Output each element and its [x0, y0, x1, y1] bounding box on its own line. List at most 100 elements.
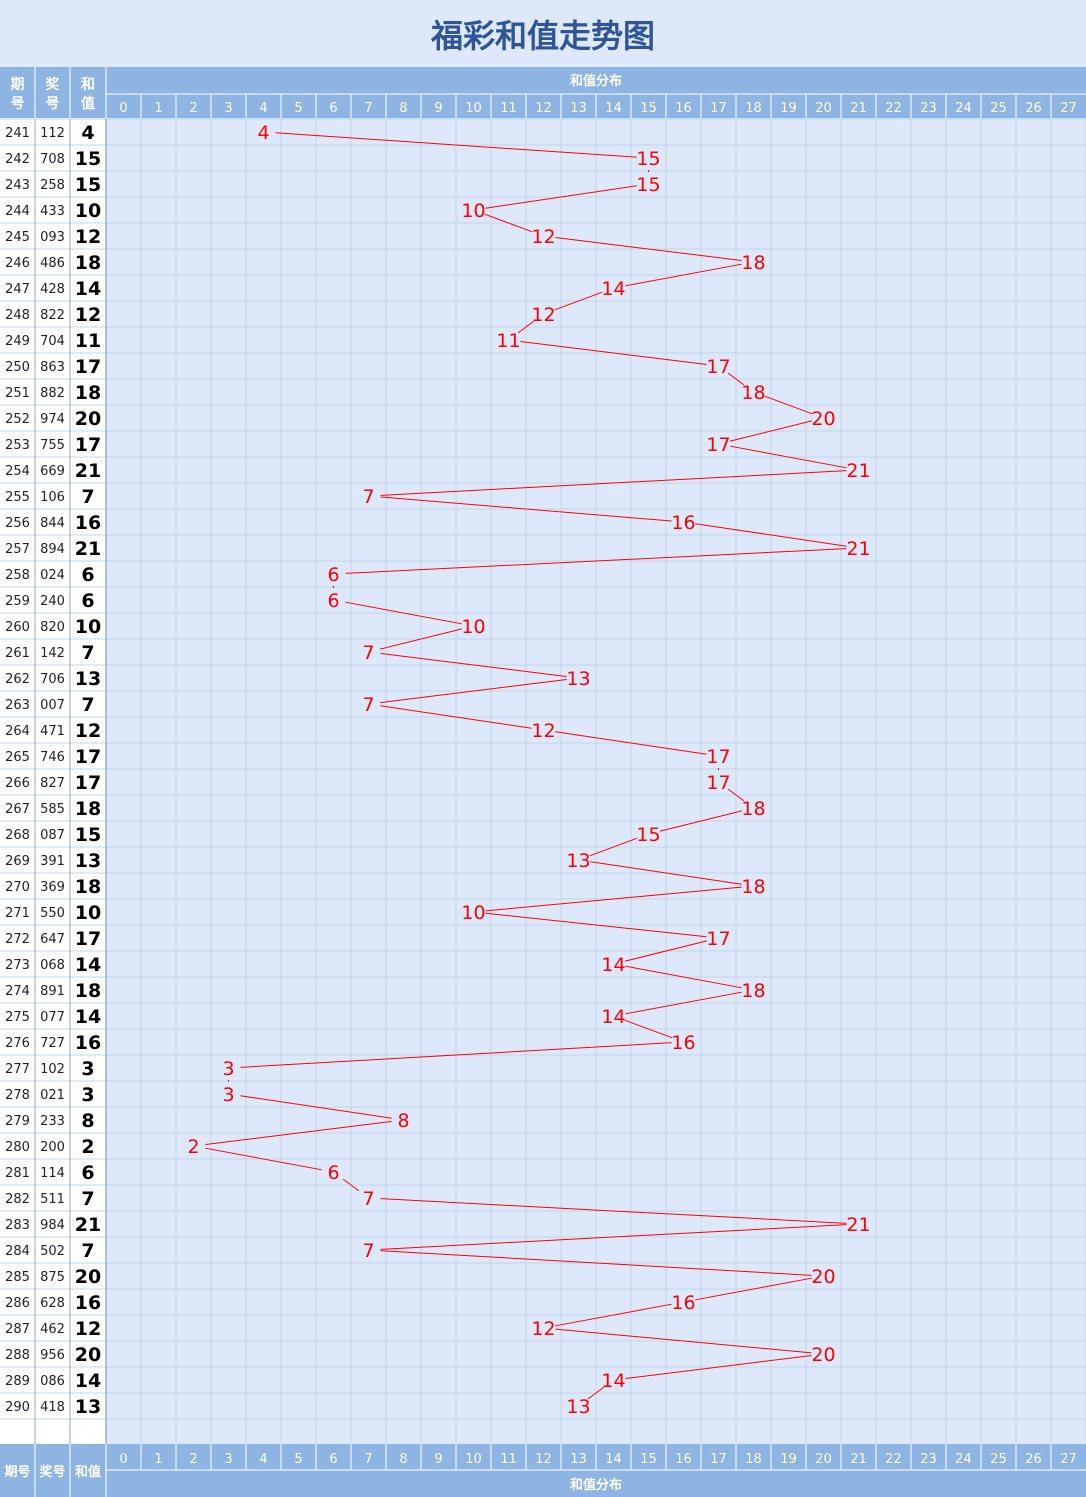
- sum-marker: 18: [741, 876, 765, 898]
- trend-segment: [625, 991, 742, 1015]
- issue-number: 271: [5, 906, 30, 921]
- issue-number: 247: [5, 282, 30, 297]
- x-tick-label: 2: [189, 101, 197, 116]
- trend-line-series: [205, 132, 847, 1400]
- trend-segment: [730, 445, 847, 469]
- issue-number: 269: [5, 854, 30, 869]
- x-tick-label: 24: [955, 1452, 972, 1467]
- sum-marker: 6: [327, 1162, 339, 1184]
- prize-number: 077: [40, 1010, 65, 1025]
- issue-number: 263: [5, 698, 30, 713]
- sum-value: 17: [75, 746, 101, 768]
- prize-number: 462: [40, 1322, 65, 1337]
- trend-segment: [345, 548, 847, 574]
- issue-number: 282: [5, 1192, 30, 1207]
- trend-segment: [555, 731, 707, 755]
- issue-number: 244: [5, 204, 30, 219]
- sum-marker: 3: [222, 1084, 234, 1106]
- issue-number: 287: [5, 1322, 30, 1337]
- prize-number: 706: [40, 672, 65, 687]
- top-x-tick-labels: 0 1 2 3 4 5 6 7 8 9 10 11 12 13 14 15 16 17 18 19 20 21 22 23 24…: [34, 67, 1086, 118]
- trend-segment: [520, 340, 707, 366]
- prize-number: 233: [40, 1114, 65, 1129]
- prize-number: 863: [40, 360, 65, 375]
- x-tick-label: 15: [640, 101, 657, 116]
- x-tick-label: 26: [1025, 1452, 1042, 1467]
- trend-segment: [485, 912, 707, 938]
- sum-value: 2: [81, 1136, 94, 1158]
- sum-marker: 10: [461, 200, 485, 222]
- sum-marker: 17: [706, 772, 730, 794]
- prize-number: 093: [40, 230, 65, 245]
- prize-number: 433: [40, 204, 65, 219]
- sum-value: 17: [75, 928, 101, 950]
- issue-number: 279: [5, 1114, 30, 1129]
- issue-number: 277: [5, 1062, 30, 1077]
- x-tick-label: 25: [990, 1452, 1007, 1467]
- sum-marker: 17: [706, 746, 730, 768]
- x-tick-label: 27: [1060, 101, 1077, 116]
- x-tick-label: 25: [990, 101, 1007, 116]
- issue-number: 256: [5, 516, 30, 531]
- sum-value: 7: [81, 486, 94, 508]
- sum-value: 18: [75, 382, 101, 404]
- prize-number: 106: [40, 490, 65, 505]
- trend-segment: [554, 291, 603, 311]
- sum-marker: 14: [601, 1006, 625, 1028]
- sum-marker: 12: [531, 226, 555, 248]
- prize-number: 891: [40, 984, 65, 999]
- x-tick-label: 22: [885, 1452, 902, 1467]
- issue-number: 261: [5, 646, 30, 661]
- sum-marker: 15: [636, 148, 660, 170]
- trend-segment: [727, 788, 745, 802]
- distribution-grid: [0, 118, 1086, 1444]
- x-tick-label: 27: [1060, 1452, 1077, 1467]
- issue-number: 260: [5, 620, 30, 635]
- sum-value: 14: [75, 278, 101, 300]
- x-tick-label: 8: [399, 1452, 407, 1467]
- header-sum-bottom: 值: [81, 95, 95, 112]
- issue-number: 262: [5, 672, 30, 687]
- trend-segment: [485, 886, 742, 912]
- trend-segment: [380, 678, 567, 704]
- x-tick-label: 6: [329, 1452, 337, 1467]
- sum-marker: 4: [257, 122, 269, 144]
- sum-value: 10: [75, 902, 101, 924]
- trend-segment: [275, 132, 637, 158]
- x-tick-label: 23: [920, 1452, 937, 1467]
- issue-number: 275: [5, 1010, 30, 1025]
- x-tick-label: 17: [710, 101, 727, 116]
- sum-value: 17: [75, 356, 101, 378]
- sum-marker: 16: [671, 512, 695, 534]
- sum-marker: 17: [706, 356, 730, 378]
- sum-marker: 21: [846, 538, 870, 560]
- issue-number: 285: [5, 1270, 30, 1285]
- sum-value: 16: [75, 512, 101, 534]
- issue-number: 266: [5, 776, 30, 791]
- trend-segment: [589, 837, 638, 857]
- sum-value: 7: [81, 694, 94, 716]
- x-tick-label: 7: [364, 1452, 372, 1467]
- x-tick-label: 0: [119, 1452, 127, 1467]
- x-tick-label: 11: [500, 101, 517, 116]
- issue-number: 288: [5, 1348, 30, 1363]
- trend-segment: [380, 652, 567, 678]
- prize-number: 827: [40, 776, 65, 791]
- sum-value: 16: [75, 1032, 101, 1054]
- issue-number: 268: [5, 828, 30, 843]
- issue-number: 280: [5, 1140, 30, 1155]
- header-sum-top: 和: [81, 77, 95, 93]
- issue-number: 243: [5, 178, 30, 193]
- issue-number: 272: [5, 932, 30, 947]
- x-tick-label: 15: [640, 1452, 657, 1467]
- prize-number: 974: [40, 412, 65, 427]
- sum-marker: 20: [811, 408, 835, 430]
- sum-value: 13: [75, 1396, 101, 1418]
- prize-number: 669: [40, 464, 65, 479]
- prize-number: 086: [40, 1374, 65, 1389]
- prize-number: 200: [40, 1140, 65, 1155]
- sum-marker: 12: [531, 1318, 555, 1340]
- sum-value: 18: [75, 980, 101, 1002]
- x-tick-label: 0: [119, 101, 127, 116]
- prize-number: 844: [40, 516, 65, 531]
